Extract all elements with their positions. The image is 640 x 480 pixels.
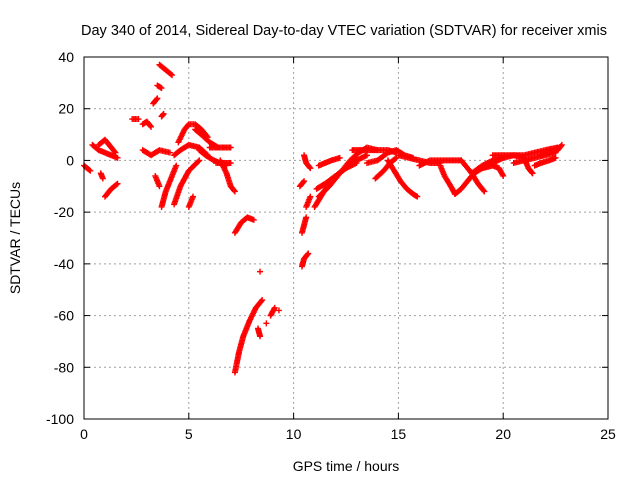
data-point: [271, 304, 278, 311]
x-tick-label: 10: [286, 426, 302, 442]
data-point: [195, 158, 202, 165]
data-point: [258, 298, 265, 305]
x-tick-label: 25: [600, 426, 616, 442]
data-point: [558, 141, 565, 148]
data-point: [552, 154, 559, 161]
data-point: [148, 123, 155, 130]
data-point: [558, 142, 565, 149]
data-point: [153, 96, 160, 103]
data-point: [154, 95, 161, 102]
y-tick-label: -40: [54, 256, 74, 272]
data-point: [112, 149, 119, 156]
y-tick-label: -100: [46, 411, 74, 427]
data-point: [528, 169, 535, 176]
data-point: [392, 155, 399, 162]
data-point: [257, 333, 264, 340]
data-point: [227, 160, 234, 167]
data-point: [303, 214, 310, 221]
chart-title: Day 340 of 2014, Sidereal Day-to-day VTE…: [81, 23, 607, 39]
data-point: [114, 154, 121, 161]
data-point: [189, 193, 196, 200]
data-point: [363, 152, 370, 159]
data-point: [300, 179, 307, 186]
data-point: [173, 162, 180, 169]
data-point: [135, 116, 142, 123]
plot-frame: [83, 56, 609, 420]
axes: 0 5 10 15 20 25 -100 -80 -60 -40 -20 0 20 40: [46, 49, 616, 442]
x-tick-label: 5: [185, 426, 193, 442]
data-point: [156, 183, 163, 190]
data-point: [167, 71, 174, 78]
data-point: [336, 154, 343, 161]
data-point: [87, 167, 94, 174]
data-point: [305, 250, 312, 257]
data-point: [304, 251, 311, 258]
x-axis-label: GPS time / hours: [293, 458, 400, 474]
data-point: [99, 175, 106, 182]
y-tick-label: -20: [54, 204, 74, 220]
data-point: [307, 165, 314, 172]
x-tick-label: 20: [495, 426, 511, 442]
data-point: [259, 297, 266, 304]
data-point: [275, 307, 282, 314]
x-tick-label: 0: [80, 426, 88, 442]
data-point: [166, 149, 173, 156]
data-point: [307, 193, 314, 200]
data-point: [250, 216, 257, 223]
data-point: [196, 157, 203, 164]
x-tick-label: 15: [391, 426, 407, 442]
data-point: [529, 170, 536, 177]
data-point: [481, 188, 488, 195]
data-points: [81, 61, 565, 376]
y-tick-label: -80: [54, 359, 74, 375]
y-tick-label: -60: [54, 308, 74, 324]
grid-lines: [84, 57, 608, 419]
data-point: [414, 193, 421, 200]
data-point: [169, 72, 176, 79]
data-point: [227, 144, 234, 151]
y-tick-label: 20: [58, 101, 74, 117]
data-point: [114, 180, 121, 187]
data-point: [301, 178, 308, 185]
data-point: [160, 110, 167, 117]
data-point: [500, 172, 507, 179]
data-point: [306, 164, 313, 171]
data-point: [257, 268, 264, 275]
data-point: [480, 187, 487, 194]
y-tick-label: 40: [58, 49, 74, 65]
data-point: [158, 85, 165, 92]
data-point: [111, 148, 118, 155]
y-axis-label: SDTVAR / TECUs: [7, 182, 23, 294]
data-point: [147, 122, 154, 129]
data-point: [231, 188, 238, 195]
data-point: [263, 320, 270, 327]
data-point: [113, 181, 120, 188]
y-tick-label: 0: [66, 152, 74, 168]
data-point: [231, 187, 238, 194]
data-point: [86, 166, 93, 173]
